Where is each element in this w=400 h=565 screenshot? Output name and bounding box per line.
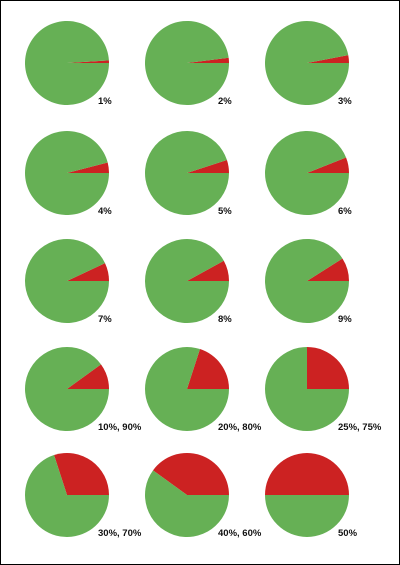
pie-label: 5% [218, 206, 232, 217]
pie-slice-red [67, 364, 109, 389]
pie-slice-green [265, 239, 349, 323]
pie-label: 4% [98, 206, 112, 217]
pie-slice-green [264, 20, 349, 105]
pie-slice-green [24, 20, 110, 105]
pie-chart-2: 2% [145, 21, 232, 107]
pie-label: 25%, 75% [338, 422, 382, 433]
pie-slice-green [145, 347, 229, 432]
pie-slice-red [187, 349, 229, 389]
pie-slice-green [145, 470, 229, 537]
pie-slice-red [67, 162, 110, 173]
pie-slice-red [67, 60, 109, 63]
pie-chart-1: 1% [24, 20, 112, 107]
pie-slice-red [187, 260, 229, 281]
pie-label: 9% [338, 314, 352, 325]
pie-slice-red [54, 453, 109, 495]
pie-chart-7: 7% [24, 239, 112, 325]
pie-chart-3: 3% [264, 20, 352, 107]
pie-label: 1% [98, 96, 112, 107]
pie-slice-red [187, 160, 229, 173]
pie-slice-red [265, 453, 349, 495]
pie-slice-green [25, 130, 109, 215]
pie-label: 50% [338, 528, 358, 539]
pie-chart-8: 8% [145, 239, 232, 325]
pie-slice-green [24, 455, 109, 537]
pie-slice-red [307, 258, 349, 281]
pie-chart-9: 9% [265, 239, 352, 325]
pie-slice-red [153, 453, 230, 495]
pie-label: 7% [98, 314, 112, 325]
pie-chart-15: 50% [265, 453, 358, 539]
pie-chart-14: 40%, 60% [145, 453, 262, 539]
pie-slice-green [24, 239, 109, 323]
pie-slice-green [265, 131, 350, 216]
pie-slice-green [265, 347, 349, 431]
pie-slice-green [145, 239, 229, 324]
pie-slice-green [265, 495, 349, 537]
pie-label: 20%, 80% [218, 422, 262, 433]
pie-slice-red [307, 157, 349, 173]
pie-slice-green [145, 21, 230, 106]
pie-slice-red [307, 347, 349, 389]
pie-slice-red [307, 55, 349, 63]
pie-label: 2% [218, 96, 232, 107]
pie-label: 10%, 90% [98, 422, 142, 433]
pie-chart-5: 5% [145, 131, 232, 217]
pie-label: 8% [218, 314, 232, 325]
pie-label: 6% [338, 206, 352, 217]
pie-chart-12: 25%, 75% [265, 347, 382, 433]
pie-slice-green [145, 131, 229, 216]
pie-chart-13: 30%, 70% [24, 453, 142, 539]
pie-label: 30%, 70% [98, 528, 142, 539]
pie-slice-red [187, 57, 229, 63]
pie-chart-4: 4% [25, 130, 112, 217]
pie-chart-11: 20%, 80% [145, 347, 262, 433]
pie-label: 3% [338, 96, 352, 107]
pie-chart-10: 10%, 90% [24, 346, 142, 433]
pie-slice-green [24, 346, 109, 431]
pie-slice-red [67, 263, 109, 281]
pie-chart-6: 6% [265, 131, 352, 217]
pie-label: 40%, 60% [218, 528, 262, 539]
